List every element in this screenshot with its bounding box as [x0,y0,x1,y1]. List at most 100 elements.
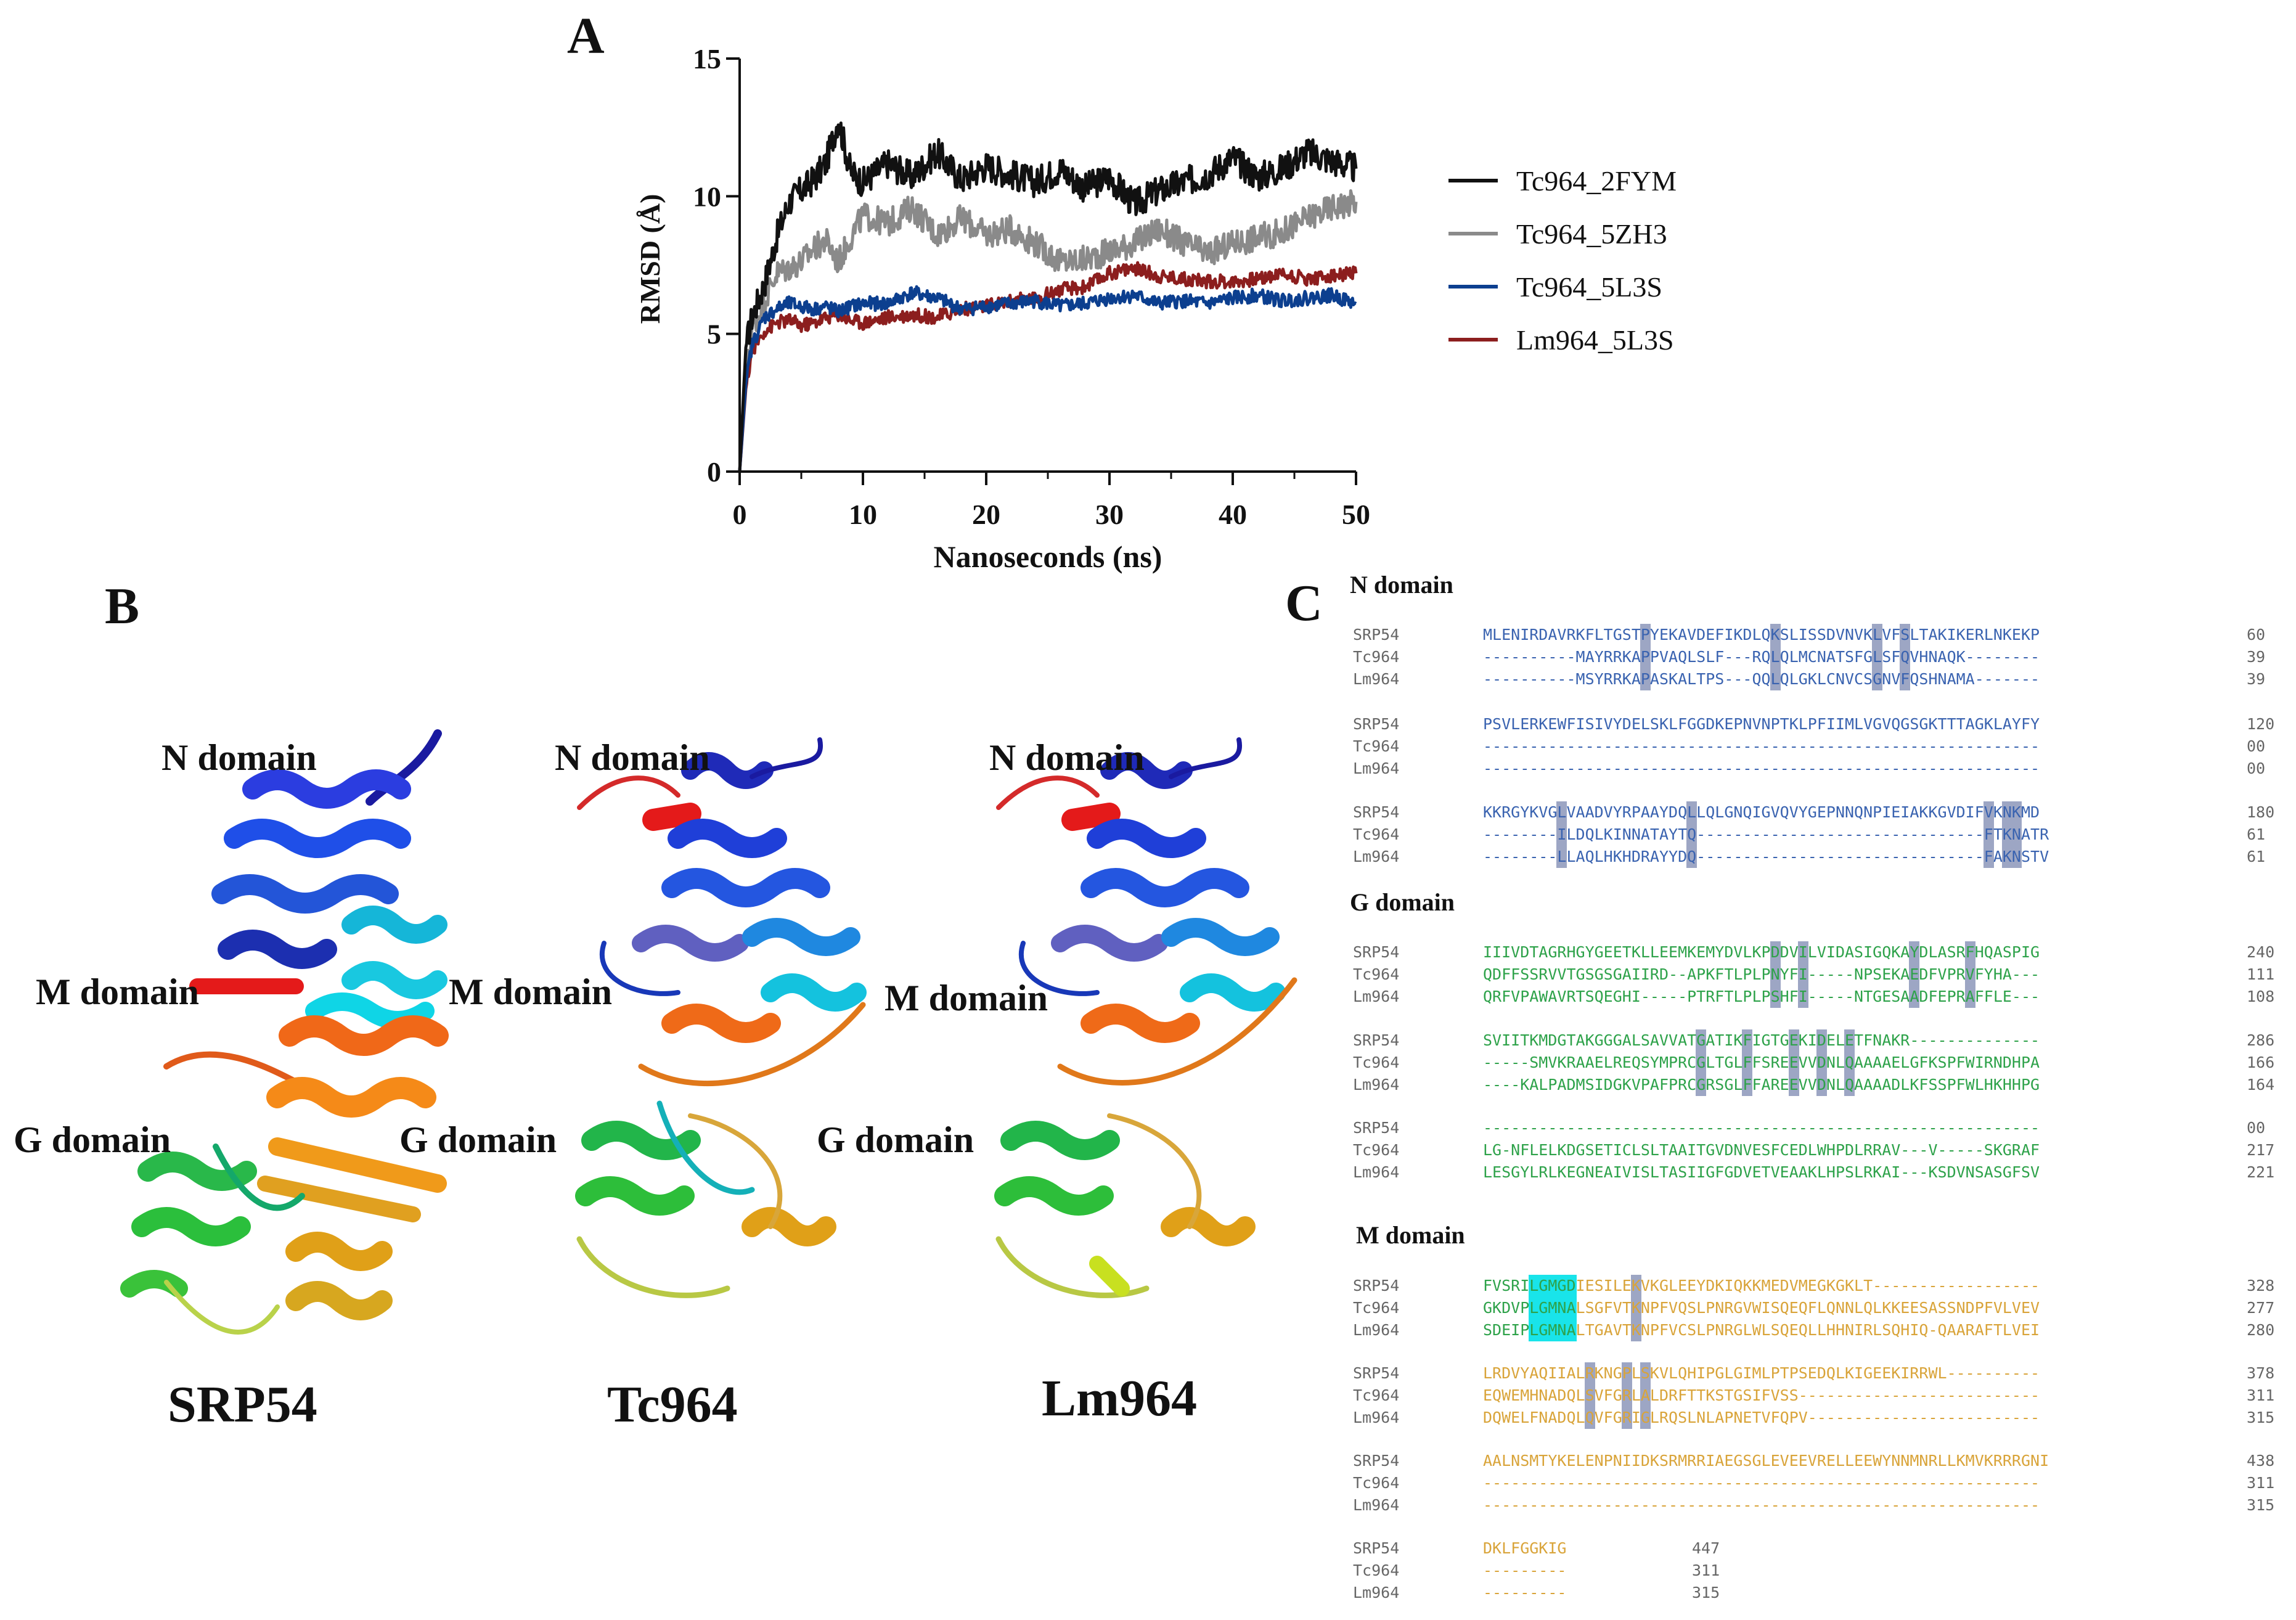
alignment-row: Tc964 QDFFSSRVVTGSGSGAIIRD--APKFTLPLPNYFI… [1353,963,2290,986]
conserved-residue-highlight [1909,963,1920,986]
alignment-row: SRP54 MLENIRDAVRKFLTGSTPYEKAVDEFIKDLQKSLI… [1353,624,2290,646]
sequence-name: Tc964 [1353,1299,1400,1317]
sequence-name: Tc964 [1353,825,1400,843]
alignment-block: SRP54 AALNSMTYKELENPNIIDKSRMRRIAEGSGLEVEE… [1353,1450,2290,1516]
residue-count: 00 [2247,759,2266,777]
y-tick-label: 5 [707,319,721,350]
x-tick-label: 20 [972,499,1000,530]
alignment-row: SRP54 IIIVDTAGRHGYGEETKLLEEMKEMYDVLKPDDVI… [1353,941,2290,963]
conserved-residue-highlight [1770,668,1781,690]
sequence-text: DQWELFNADQLQVFGRIGLRQSLNLAPNETVFQPV-----… [1483,1409,2040,1426]
conserved-residue-highlight [2011,824,2022,846]
alignment-row: SRP54 SVIITKMDGTAKGGGALSAVVATGATIKFIGTGEK… [1353,1029,2290,1052]
sequence-name: SRP54 [1353,1452,1400,1470]
alignment-row: Tc964 -----------------------------------… [1353,735,2290,758]
alignment-row: SRP54 KKRGYKVGLVAADVYRPAAYDQLLQLGNQIGVQVY… [1353,801,2290,824]
tc964-g-domain-label: G domain [399,1119,557,1160]
lm964-structure-image [994,737,1297,1298]
sequence-text: LG-NFLELKDGSETICLSLTAAITGVDNVESFCEDLWHPD… [1483,1141,2040,1159]
alignment-row: SRP54 PSVLERKEWFISIVYDELSKLFGGDKEPNVNPTKL… [1353,713,2290,735]
chart-legend: Tc964_2FYM Tc964_5ZH3 Tc964_5L3S Lm964_5L3S [1448,165,1677,356]
residue-count: 315 [1692,1584,1720,1602]
sequence-text: ----KALPADMSIDGKVPAFPRCGRSGLFFAREEVVDNLQ… [1483,1076,2040,1094]
conserved-residue-highlight [1556,801,1567,824]
sequence-text: LRDVYAQIIALRKNGPLSKVLQHIPGLGIMLPTPSEDQLK… [1483,1364,2040,1382]
sequence-name: Tc964 [1353,737,1400,755]
conserved-residue-highlight [1640,1362,1651,1385]
srp54-structure-image [120,729,449,1335]
conserved-residue-highlight [1909,941,1920,963]
sequence-text: --------ILDQLKINNATAYTQ-----------------… [1483,825,2049,843]
conserved-residue-highlight [1770,646,1781,668]
alignment-row: SRP54 AALNSMTYKELENPNIIDKSRMRRIAEGSGLEVEE… [1353,1450,2290,1472]
alignment-block: SRP54 KKRGYKVGLVAADVYRPAAYDQLLQLGNQIGVQVY… [1353,801,2290,868]
sequence-name: Tc964 [1353,965,1400,983]
alignment-row: Tc964 GKDVPLGMNALSGFVTKNPFVQSLPNRGVWISQEQ… [1353,1297,2290,1319]
alignment-block: SRP54 PSVLERKEWFISIVYDELSKLFGGDKEPNVNPTKL… [1353,713,2290,780]
conserved-residue-highlight [1621,1362,1632,1385]
residue-count: 221 [2247,1163,2275,1181]
conserved-residue-highlight [1556,824,1567,846]
sequence-name: Tc964 [1353,648,1400,666]
conserved-residue-highlight [1770,963,1781,986]
conserved-residue-highlight [1788,1029,1799,1052]
alignment-row: Lm964 LESGYLRLKEGNEAIVISLTASIIGFGDVETVEAA… [1353,1161,2290,1184]
sequence-text: ----------MSYRRKAPASKALTPS---QQLQLGKLCNV… [1483,670,2040,688]
srp54-name: SRP54 [168,1376,317,1433]
alignment-block: SRP54 LRDVYAQIIALRKNGPLSKVLQHIPGLGIMLPTPS… [1353,1362,2290,1429]
conserved-residue-highlight [1630,1319,1641,1341]
conserved-residue-highlight [1686,824,1697,846]
sequence-text: QDFFSSRVVTGSGSGAIIRD--APKFTLPLPNYFI-----… [1483,965,2040,983]
sequence-name: Tc964 [1353,1561,1400,1579]
conserved-residue-highlight [1742,1074,1753,1096]
alignment-section-title: N domain [1350,571,1453,599]
sequence-text: QRFVPAWAVRTSQEGHI-----PTRFTLPLPSHFI-----… [1483,988,2040,1005]
conserved-residue-highlight [1797,941,1808,963]
sequence-text: ----------MAYRRKAPPVAQLSLF---RQLQLMCNATS… [1483,648,2040,666]
conserved-residue-highlight [1816,1074,1827,1096]
conserved-residue-highlight [1630,1297,1641,1319]
conserved-residue-highlight [1964,986,1975,1008]
alignment-row: Lm964 ----------MSYRRKAPASKALTPS---QQLQLG… [1353,668,2290,690]
conserved-residue-highlight [1770,941,1781,963]
alignment-row: Tc964 --------ILDQLKINNATAYTQ------------… [1353,824,2290,846]
conserved-residue-highlight [1844,1029,1855,1052]
residue-count: 280 [2247,1321,2275,1339]
sequence-text: LESGYLRLKEGNEAIVISLTASIIGFGDVETVEAAKLHPS… [1483,1163,2040,1181]
conserved-residue-highlight [1640,668,1651,690]
conserved-residue-highlight [1640,1407,1651,1429]
sequence-name: SRP54 [1353,715,1400,733]
sequence-name: SRP54 [1353,626,1400,644]
tc964-name: Tc964 [607,1376,738,1433]
alignment-row: Lm964 ----KALPADMSIDGKVPAFPRCGRSGLFFAREEV… [1353,1074,2290,1096]
conserved-residue-highlight [1640,624,1651,646]
conserved-residue-highlight [1621,1385,1632,1407]
rmsd-chart: 0 5 10 15 0 10 20 30 40 50 RMSD (Å) Nanoseconds (… [634,43,1677,574]
tc964-structure-image [575,737,867,1298]
motif-highlight [1529,1319,1577,1341]
motif-highlight [1529,1297,1577,1319]
series-line-tc964_5zh3 [738,189,1358,472]
residue-count: 378 [2247,1364,2275,1382]
residue-count: 39 [2247,670,2266,688]
residue-count: 277 [2247,1299,2275,1317]
residue-count: 447 [1692,1539,1720,1557]
residue-count: 311 [2247,1474,2275,1492]
sequence-text: ----------------------------------------… [1483,759,2040,777]
legend-label: Tc964_5L3S [1516,271,1662,303]
residue-count: 61 [2247,848,2266,865]
conserved-residue-highlight [1742,1052,1753,1074]
series-line-lm964_5l3s [738,261,1358,472]
alignment-block: SRP54 IIIVDTAGRHGYGEETKLLEEMKEMYDVLKPDDVI… [1353,941,2290,1008]
residue-count: 311 [2247,1386,2275,1404]
conserved-residue-highlight [1797,963,1808,986]
sequence-text: KKRGYKVGLVAADVYRPAAYDQLLQLGNQIGVQVYGEPNN… [1483,803,2040,821]
alignment-row: Lm964 -----------------------------------… [1353,1494,2290,1516]
sequence-name: Lm964 [1353,1163,1400,1181]
sequence-name: SRP54 [1353,1539,1400,1557]
tc964-m-domain-label: M domain [449,972,613,1012]
alignment-row: Lm964 -----------------------------------… [1353,758,2290,780]
alignment-section-title: M domain [1356,1221,1465,1249]
sequence-name: Tc964 [1353,1386,1400,1404]
alignment-row: Tc964 LG-NFLELKDGSETICLSLTAAITGVDNVESFCED… [1353,1139,2290,1161]
